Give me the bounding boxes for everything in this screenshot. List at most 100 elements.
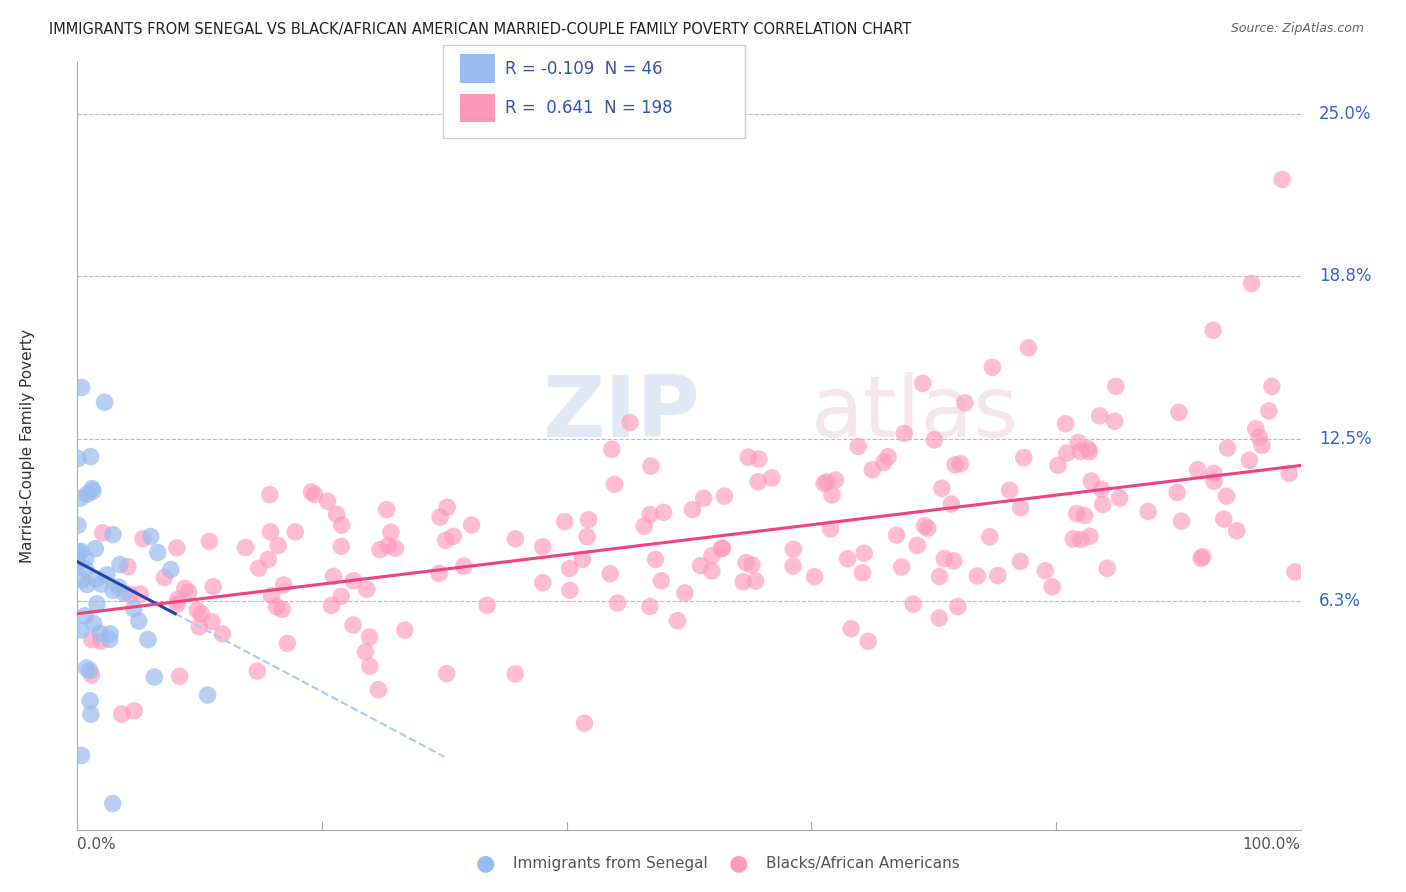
Point	[576, 530, 599, 544]
Point	[673, 586, 696, 600]
Point	[380, 525, 402, 540]
Point	[80, 632, 103, 647]
Point	[877, 450, 900, 464]
Point	[711, 541, 734, 555]
Text: ●: ●	[728, 854, 748, 873]
Point	[475, 599, 498, 613]
Point	[436, 500, 458, 515]
Text: 12.5%: 12.5%	[1319, 431, 1371, 449]
Point	[1271, 172, 1294, 186]
Point	[1257, 404, 1279, 418]
Point	[803, 570, 825, 584]
Point	[700, 549, 723, 563]
Point	[69, 491, 91, 506]
Point	[1080, 474, 1102, 488]
Point	[1078, 444, 1101, 458]
Point	[689, 558, 711, 573]
Point	[640, 459, 662, 474]
Point	[394, 623, 416, 637]
Text: 6.3%: 6.3%	[1319, 591, 1361, 610]
Point	[998, 483, 1021, 498]
Point	[1244, 422, 1267, 436]
Point	[839, 622, 862, 636]
Point	[434, 533, 457, 548]
Point	[949, 457, 972, 471]
Point	[330, 540, 353, 554]
Point	[953, 396, 976, 410]
Point	[284, 524, 307, 539]
Point	[574, 716, 596, 731]
Point	[80, 668, 103, 682]
Point	[79, 694, 101, 708]
Point	[979, 530, 1001, 544]
Point	[693, 491, 716, 505]
Point	[90, 634, 112, 648]
Point	[427, 566, 450, 581]
Point	[1095, 561, 1118, 575]
Point	[554, 515, 576, 529]
Point	[682, 502, 704, 516]
Point	[1212, 512, 1234, 526]
Point	[981, 360, 1004, 375]
Point	[89, 626, 111, 640]
Point	[914, 519, 936, 533]
Point	[886, 528, 908, 542]
Point	[166, 541, 188, 555]
Point	[429, 510, 451, 524]
Point	[79, 450, 101, 464]
Point	[117, 559, 139, 574]
Point	[747, 475, 769, 489]
Point	[73, 608, 96, 623]
Point	[1187, 463, 1209, 477]
Point	[1088, 409, 1111, 423]
Point	[359, 630, 381, 644]
Point	[928, 611, 950, 625]
Point	[143, 670, 166, 684]
Point	[1104, 414, 1126, 428]
Point	[782, 559, 804, 574]
Point	[1090, 482, 1112, 496]
Point	[1202, 323, 1225, 337]
Point	[741, 558, 763, 572]
Text: 100.0%: 100.0%	[1243, 838, 1301, 853]
Point	[197, 688, 219, 702]
Point	[198, 534, 221, 549]
Point	[1249, 430, 1271, 444]
Point	[70, 748, 93, 763]
Text: 25.0%: 25.0%	[1319, 105, 1371, 123]
Point	[1056, 446, 1078, 460]
Point	[531, 540, 554, 554]
Point	[558, 561, 581, 575]
Point	[735, 556, 758, 570]
Point	[1066, 507, 1088, 521]
Point	[84, 572, 107, 586]
Text: Blacks/African Americans: Blacks/African Americans	[766, 856, 960, 871]
Point	[531, 575, 554, 590]
Point	[202, 580, 225, 594]
Point	[1073, 508, 1095, 523]
Point	[942, 554, 965, 568]
Point	[815, 475, 838, 489]
Point	[1191, 549, 1213, 564]
Point	[436, 666, 458, 681]
Point	[1166, 485, 1188, 500]
Point	[260, 589, 283, 603]
Point	[186, 603, 208, 617]
Point	[330, 518, 353, 533]
Point	[107, 580, 129, 594]
Point	[761, 471, 783, 485]
Text: R =  0.641  N = 198: R = 0.641 N = 198	[505, 99, 672, 117]
Point	[1215, 489, 1237, 503]
Point	[1069, 444, 1091, 458]
Text: 0.0%: 0.0%	[77, 838, 117, 853]
Text: ●: ●	[475, 854, 495, 873]
Point	[1105, 379, 1128, 393]
Point	[571, 552, 593, 566]
Point	[1239, 453, 1261, 467]
Point	[80, 707, 103, 722]
Point	[367, 682, 389, 697]
Point	[299, 485, 322, 500]
Point	[79, 664, 101, 678]
Point	[384, 541, 406, 556]
Point	[354, 645, 377, 659]
